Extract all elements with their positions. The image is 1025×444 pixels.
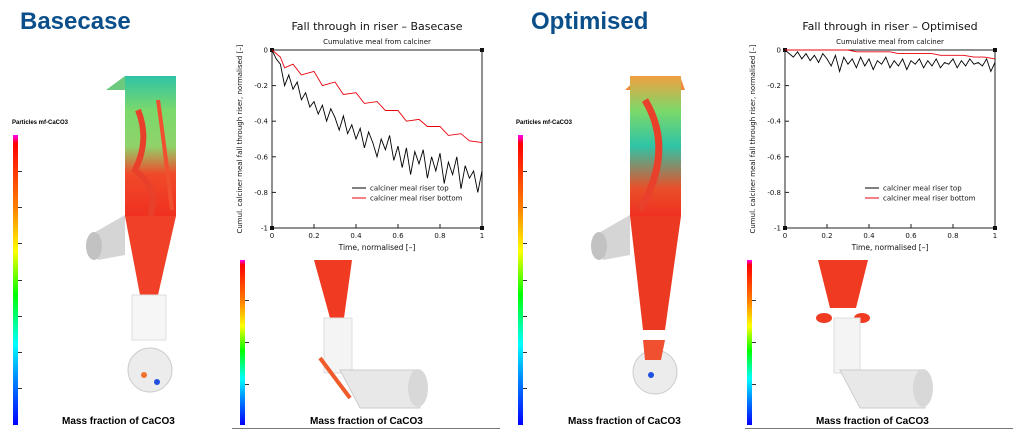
- series-line-top: [271, 49, 483, 193]
- x-tick-label: 0.8: [434, 232, 445, 240]
- legend-label: calciner meal riser bottom: [370, 195, 463, 203]
- optimised-heading: Optimised: [531, 8, 649, 35]
- y-tick-label: 0: [264, 47, 268, 55]
- basecase-chart: Fall through in riser – Basecase Cumulati…: [232, 14, 500, 258]
- x-tick-label: 0.2: [308, 232, 319, 240]
- y-tick-label: -0.8: [767, 189, 781, 197]
- riser-closeup-image: [314, 260, 428, 409]
- optimised-chart-svg: Fall through in riser – Optimised Cumulat…: [749, 20, 997, 252]
- corner-marker: [270, 226, 274, 230]
- x-tick-label: 0.4: [350, 232, 362, 240]
- right-separator: [745, 428, 1013, 429]
- y-axis-label: Cumul. calciner meal fall through riser,…: [236, 44, 244, 233]
- series-line-bottom: [271, 49, 483, 144]
- x-tick-label: 0.8: [947, 232, 958, 240]
- corner-marker: [993, 48, 997, 52]
- colorbar: [13, 135, 22, 425]
- y-tick-label: -0.2: [254, 82, 268, 90]
- corner-marker: [783, 226, 787, 230]
- colorbar-label: Particles mf-CaCO3: [12, 120, 69, 126]
- x-tick-label: 0.6: [392, 232, 404, 240]
- x-tick-label: 0.4: [863, 232, 875, 240]
- x-tick-label: 0: [783, 232, 787, 240]
- y-tick-label: -1: [261, 225, 268, 233]
- left-sub-caption: Mass fraction of CaCO3: [310, 416, 423, 427]
- corner-marker: [480, 226, 484, 230]
- calciner-simulation-image-optimised: [591, 76, 685, 395]
- y-tick-label: -0.2: [767, 82, 781, 90]
- optimised-chart: Fall through in riser – Optimised Cumulat…: [745, 14, 1013, 258]
- y-tick-label: -0.4: [767, 118, 781, 126]
- chart-subtitle: Cumulative meal from calciner: [323, 38, 431, 46]
- legend-label: calciner meal riser top: [883, 185, 962, 193]
- y-tick-label: -1: [774, 225, 781, 233]
- chart-title: Fall through in riser – Basecase: [291, 20, 462, 33]
- y-tick-label: -0.6: [254, 153, 268, 161]
- y-tick-label: -0.4: [254, 118, 268, 126]
- legend-label: calciner meal riser top: [370, 185, 449, 193]
- riser-closeup-image-optimised: [816, 260, 933, 409]
- series-line-top: [784, 49, 996, 74]
- right-sub-caption: Mass fraction of CaCO3: [816, 416, 929, 427]
- y-tick-label: -0.8: [254, 189, 268, 197]
- plot-frame: [784, 49, 996, 229]
- colorbar-lower: [240, 260, 249, 425]
- colorbar-label-right: Particles mf-CaCO3: [516, 120, 573, 126]
- left-separator: [232, 428, 500, 429]
- basecase-heading: Basecase: [20, 8, 131, 35]
- left-caption: Mass fraction of CaCO3: [62, 416, 175, 427]
- calciner-simulation-image: [86, 76, 176, 393]
- basecase-chart-svg: Fall through in riser – Basecase Cumulati…: [236, 20, 484, 252]
- x-axis-label: Time, normalised [–]: [851, 243, 929, 252]
- y-tick-label: 0: [777, 47, 781, 55]
- x-axis-label: Time, normalised [–]: [338, 243, 416, 252]
- x-tick-label: 1: [480, 232, 484, 240]
- y-tick-label: -0.6: [767, 153, 781, 161]
- y-axis-label: Cumul. calciner meal fall through riser,…: [749, 44, 757, 233]
- legend-label: calciner meal riser bottom: [883, 195, 976, 203]
- chart-title: Fall through in riser – Optimised: [802, 20, 977, 33]
- chart-subtitle: Cumulative meal from calciner: [836, 38, 944, 46]
- x-tick-label: 0: [270, 232, 274, 240]
- plot-frame: [271, 49, 483, 229]
- colorbar-lower-right: [747, 260, 756, 425]
- corner-marker: [993, 226, 997, 230]
- series-line-bottom: [785, 49, 996, 60]
- x-tick-label: 0.2: [821, 232, 832, 240]
- corner-marker: [480, 48, 484, 52]
- right-caption: Mass fraction of CaCO3: [568, 416, 681, 427]
- x-tick-label: 0.6: [905, 232, 917, 240]
- x-tick-label: 1: [993, 232, 997, 240]
- colorbar-right: [518, 135, 527, 425]
